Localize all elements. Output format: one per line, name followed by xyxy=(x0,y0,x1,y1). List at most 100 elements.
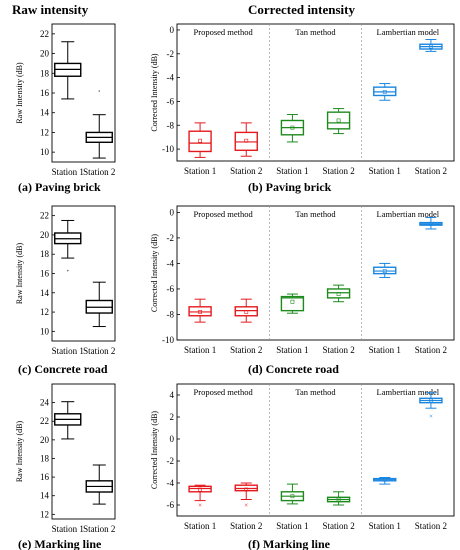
y-axis-label: Raw Intensity (dB) xyxy=(15,62,24,124)
x-tick-label: Station 1 xyxy=(276,166,308,176)
y-tick-label: 22 xyxy=(40,211,49,221)
group-label: Proposed method xyxy=(194,209,254,219)
y-tick-label: -2 xyxy=(167,233,175,243)
x-tick-label: Station 2 xyxy=(322,345,354,355)
y-tick-label: 18 xyxy=(40,68,50,78)
x-tick-label: Station 1 xyxy=(52,346,84,356)
plot-frame xyxy=(176,383,455,517)
outlier-marker: × xyxy=(244,502,248,510)
box-4 xyxy=(373,262,397,278)
panel-caption: (d) Concrete road xyxy=(248,362,339,376)
y-tick-label: 0 xyxy=(170,207,175,217)
group-label: Tan method xyxy=(295,27,336,37)
box-mean-marker xyxy=(382,90,387,94)
box-mean-marker xyxy=(336,497,341,502)
box-1 xyxy=(234,122,258,157)
y-tick-label: 16 xyxy=(40,88,50,98)
y-axis-label: Corrected Intensity (dB) xyxy=(150,53,159,132)
panel-4: 12 14 16 18 20 22 24 Raw Intensity (dB) Station … xyxy=(15,383,116,550)
box-2 xyxy=(280,114,305,143)
y-axis-label: Raw Intensity (dB) xyxy=(15,243,24,305)
panel-5: -6 -4 -2 0 2 4 Corrected Intensity (dB) Station… xyxy=(150,383,455,550)
y-tick-label: 14 xyxy=(40,288,50,298)
panel-0: 10 12 14 16 18 20 22 Raw Intensity (dB) Station … xyxy=(15,23,116,194)
outlier-marker: × xyxy=(198,502,202,510)
y-tick-label: -6 xyxy=(167,284,175,294)
y-tick-label: 24 xyxy=(40,398,50,408)
outlier-marker xyxy=(66,269,69,272)
group-label: Proposed method xyxy=(194,27,254,37)
y-tick-label: 14 xyxy=(40,491,50,501)
y-tick-label: 20 xyxy=(40,49,50,59)
x-tick-label: Station 1 xyxy=(369,521,401,531)
left-column-header: Raw intensity xyxy=(12,2,89,17)
right-column-header: Corrected intensity xyxy=(248,2,355,17)
y-tick-label: 0 xyxy=(170,25,175,35)
x-tick-label: Station 1 xyxy=(52,524,84,534)
box-iqr xyxy=(280,295,305,312)
box-mean-marker xyxy=(336,292,341,296)
x-tick-label: Station 2 xyxy=(322,521,354,531)
box-5 xyxy=(419,216,443,230)
box-0 xyxy=(54,41,82,100)
panel-1: -10 -8 -6 -4 -2 0 Corrected Intensity (dB) Stat… xyxy=(150,23,455,194)
box-0 xyxy=(54,219,82,272)
y-tick-label: 18 xyxy=(40,453,50,463)
group-label: Tan method xyxy=(295,209,336,219)
box-2 xyxy=(280,293,305,314)
y-tick-label: 2 xyxy=(170,412,175,422)
box-mean-marker xyxy=(336,118,341,123)
y-axis-label: Corrected Intensity (dB) xyxy=(150,411,159,490)
group-label: Lambertian model xyxy=(377,209,440,219)
box-0: × xyxy=(188,484,212,510)
box-mean-marker xyxy=(290,125,295,130)
y-tick-label: 0 xyxy=(170,434,175,444)
y-tick-label: 10 xyxy=(40,147,50,157)
panel-2: 10 12 14 16 18 20 22 Raw Intensity (dB) Station … xyxy=(15,205,116,376)
y-tick-label: 20 xyxy=(40,230,50,240)
box-1 xyxy=(85,464,113,505)
box-mean-marker xyxy=(382,269,387,273)
x-tick-label: Station 1 xyxy=(52,167,84,177)
x-tick-label: Station 1 xyxy=(369,345,401,355)
box-mean-marker xyxy=(244,310,249,314)
y-tick-label: 22 xyxy=(40,416,49,426)
x-tick-label: Station 2 xyxy=(230,521,262,531)
box-mean-marker xyxy=(198,487,202,492)
box-4 xyxy=(373,477,397,485)
box-mean-marker xyxy=(244,138,249,143)
x-tick-label: Station 2 xyxy=(83,346,115,356)
box-mean-marker xyxy=(429,221,433,226)
plot-frame xyxy=(176,23,455,162)
group-label: Tan method xyxy=(295,387,336,397)
x-tick-label: Station 2 xyxy=(415,166,447,176)
box-iqr xyxy=(373,266,397,275)
box-3 xyxy=(326,491,351,506)
panel-caption: (a) Paving brick xyxy=(18,180,101,194)
plot-frame xyxy=(51,383,116,520)
y-tick-label: -4 xyxy=(167,73,175,83)
box-1 xyxy=(85,90,113,159)
x-tick-label: Station 2 xyxy=(230,345,262,355)
box-mean-marker xyxy=(244,487,249,492)
x-tick-label: Station 2 xyxy=(322,166,354,176)
y-tick-label: 12 xyxy=(40,509,49,519)
box-iqr xyxy=(188,130,212,153)
y-tick-label: -6 xyxy=(167,500,175,510)
y-tick-label: -4 xyxy=(167,478,175,488)
x-tick-label: Station 1 xyxy=(276,345,308,355)
group-label: Lambertian model xyxy=(377,27,440,37)
panel-caption: (f) Marking line xyxy=(248,537,331,550)
panel-caption: (e) Marking line xyxy=(18,537,102,550)
x-tick-label: Station 1 xyxy=(184,345,216,355)
y-tick-label: 12 xyxy=(40,307,49,317)
box-iqr xyxy=(188,306,212,317)
x-tick-label: Station 1 xyxy=(184,166,216,176)
y-tick-label: -10 xyxy=(162,144,174,154)
box-mean-marker xyxy=(429,398,433,403)
group-label: Proposed method xyxy=(194,387,254,397)
box-2 xyxy=(280,483,305,505)
box-5: × xyxy=(419,392,443,420)
